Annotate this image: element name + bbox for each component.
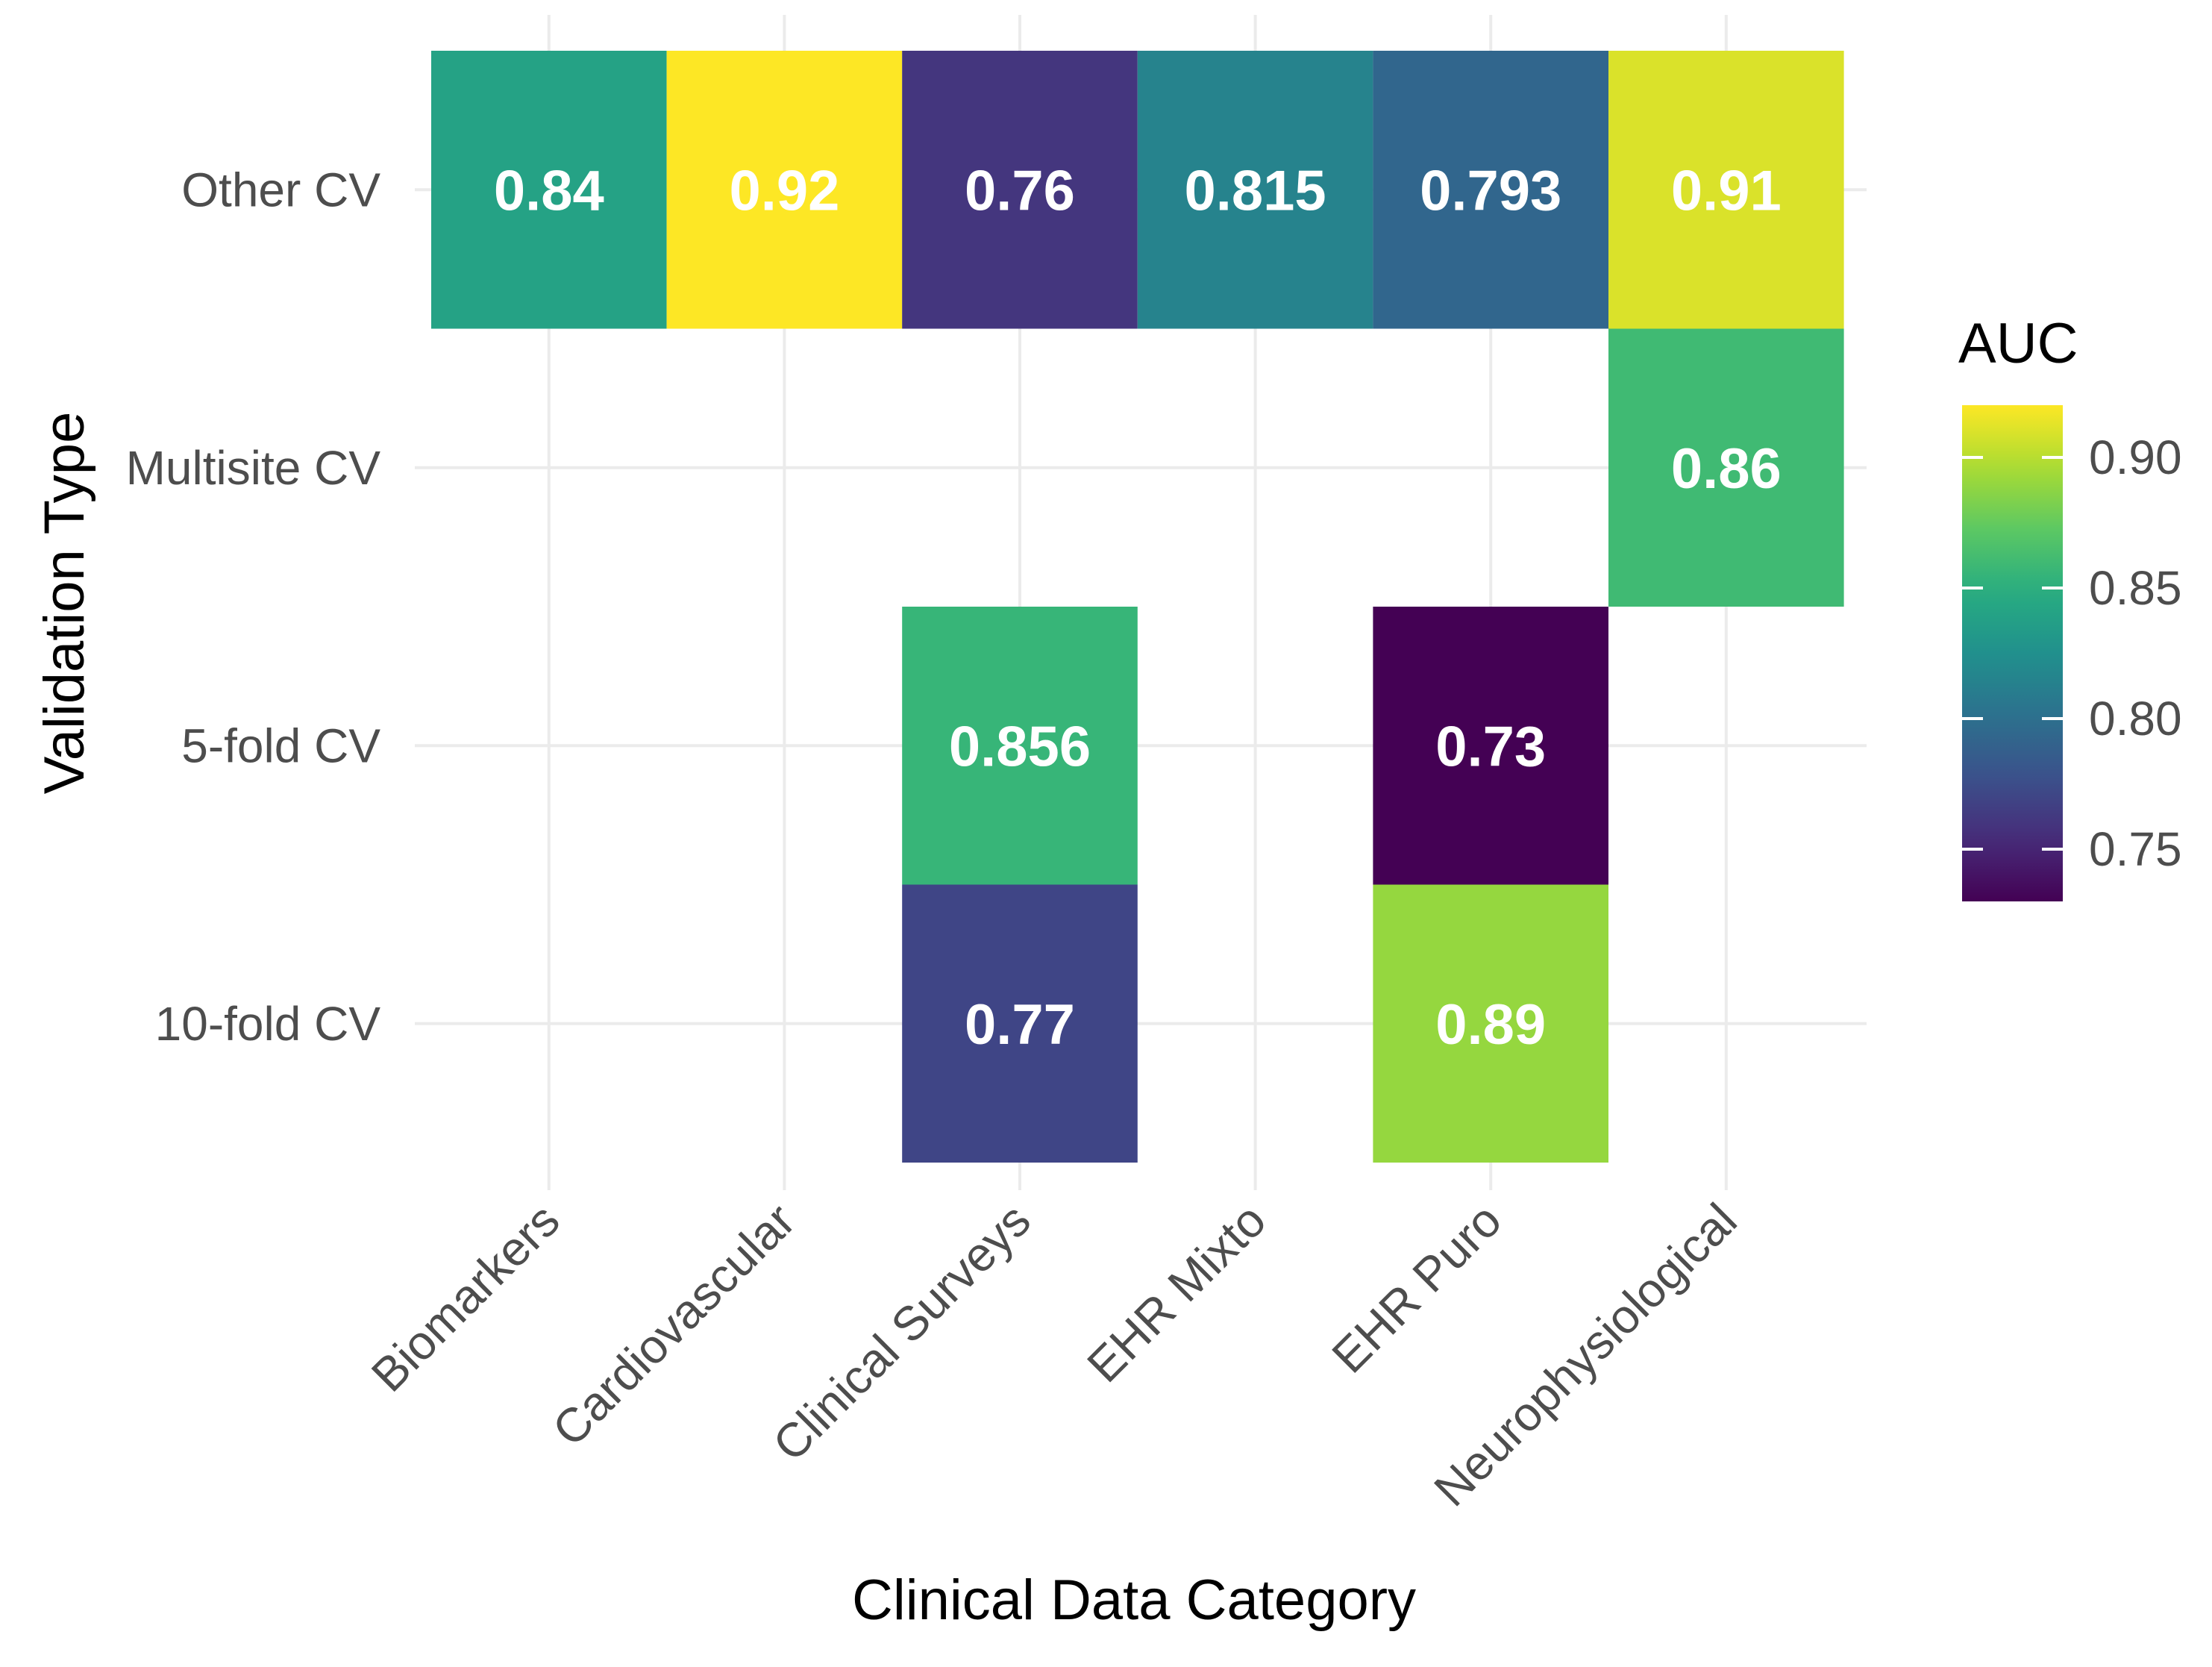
legend-colorbar [1962, 405, 2063, 901]
heatmap-cell-ehr-puro-10-fold-cv [1373, 884, 1608, 1163]
heatmap-cell-clinical-surveys-other-cv [902, 51, 1138, 329]
legend-tick-label: 0.90 [2089, 431, 2182, 484]
cell-value-label: 0.89 [1435, 993, 1546, 1057]
heatmap-cell-ehr-mixto-other-cv [1137, 51, 1373, 329]
legend-tick-label: 0.80 [2089, 692, 2182, 745]
heatmap-cell-cardiovascular-other-cv [666, 51, 903, 329]
cell-value-label: 0.77 [965, 993, 1075, 1057]
cell-value-labels: 0.84 0.92 0.76 0.815 0.793 0.91 0.86 0.856 0.73 0… [494, 159, 1782, 1057]
x-tick-label-biomarkers: Biomarkers [361, 1193, 570, 1402]
cell-value-label: 0.91 [1671, 159, 1782, 222]
heatmap-cell-neurophysiological-multisite-cv [1608, 328, 1844, 607]
cell-value-label: 0.793 [1420, 159, 1561, 222]
cell-value-label: 0.76 [965, 159, 1075, 222]
heatmap-cells [431, 51, 1844, 1163]
cell-value-label: 0.815 [1185, 159, 1326, 222]
heatmap-cell-ehr-puro-5-fold-cv [1373, 607, 1608, 885]
heatmap-cell-clinical-surveys-5-fold-cv [902, 607, 1138, 885]
cell-value-label: 0.73 [1435, 715, 1546, 778]
x-tick-label-ehr-puro: EHR Puro [1321, 1193, 1511, 1383]
legend-tick-label: 0.85 [2089, 561, 2182, 615]
y-axis-title: Validation Type [33, 412, 96, 795]
heatmap-cell-clinical-surveys-10-fold-cv [902, 884, 1138, 1163]
y-tick-label-other-cv: Other CV [181, 163, 380, 216]
cell-value-label: 0.856 [949, 715, 1091, 778]
heatmap-cell-ehr-puro-other-cv [1373, 51, 1608, 329]
x-tick-label-ehr-mixto: EHR Mixto [1077, 1193, 1276, 1392]
y-tick-label-multisite-cv: Multisite CV [126, 441, 381, 495]
legend-tick-label: 0.75 [2089, 822, 2182, 876]
color-legend: AUC 0.75 0.80 0.85 0.90 [1958, 312, 2182, 901]
y-tick-label-10-fold-cv: 10-fold CV [155, 997, 381, 1051]
cell-value-label: 0.92 [729, 159, 839, 222]
cell-value-label: 0.84 [494, 159, 604, 222]
legend-ticks: 0.75 0.80 0.85 0.90 [1962, 431, 2182, 876]
cell-value-label: 0.86 [1671, 437, 1782, 501]
x-tick-label-clinical-surveys: Clinical Surveys [762, 1193, 1041, 1471]
legend-title: AUC [1958, 312, 2078, 375]
y-tick-label-5-fold-cv: 5-fold CV [181, 719, 380, 772]
x-axis-title: Clinical Data Category [852, 1569, 1416, 1632]
x-tick-label-cardiovascular: Cardiovascular [542, 1193, 806, 1457]
heatmap-cell-neurophysiological-other-cv [1608, 51, 1844, 329]
y-axis-ticks: Other CV Multisite CV 5-fold CV 10-fold CV [126, 163, 381, 1051]
heatmap-cell-biomarkers-other-cv [431, 51, 667, 329]
